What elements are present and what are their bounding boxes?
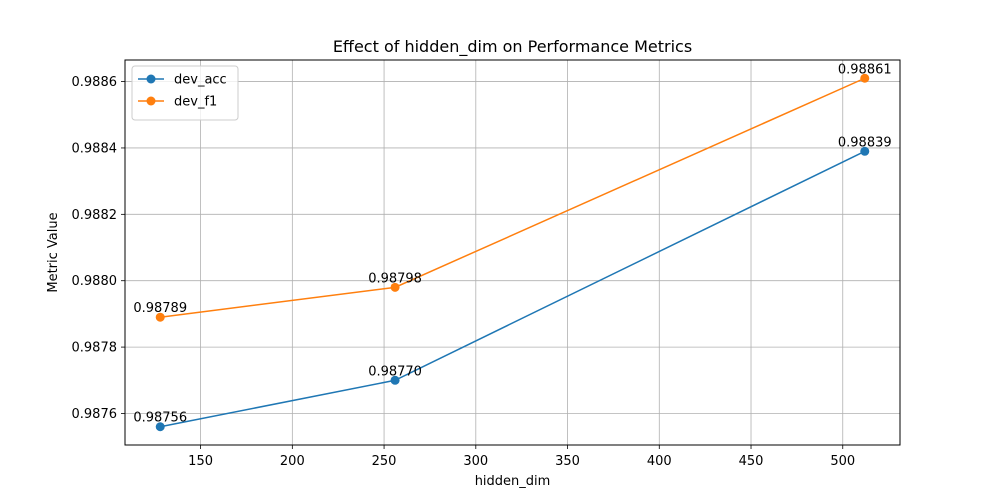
data-label-dev_acc: 0.98756 (133, 411, 187, 426)
data-point-dev_f1 (155, 312, 165, 322)
x-tick-label: 250 (372, 454, 397, 469)
y-tick-label: 0.9880 (72, 274, 118, 289)
y-tick-label: 0.9884 (72, 141, 118, 156)
data-label-dev_f1: 0.98861 (838, 62, 892, 77)
x-tick-label: 400 (647, 454, 672, 469)
x-tick-label: 350 (555, 454, 580, 469)
x-tick-label: 450 (739, 454, 764, 469)
data-label-dev_f1: 0.98798 (368, 271, 422, 286)
legend-marker-dev_f1 (146, 96, 156, 106)
axis-ticks: 150 200 250 300 350 400 450 500 0.9876 0.9878 0.98… (72, 75, 856, 469)
chart-title: Effect of hidden_dim on Performance Metr… (333, 37, 692, 57)
x-axis-label: hidden_dim (475, 474, 551, 489)
x-tick-label: 500 (830, 454, 855, 469)
plot-frame (124, 59, 901, 446)
series-layer (155, 73, 870, 432)
legend-label-dev_acc: dev_acc (174, 73, 227, 88)
x-tick-label: 300 (463, 454, 488, 469)
y-tick-label: 0.9876 (72, 407, 118, 422)
y-axis-label: Metric Value (46, 212, 61, 292)
data-point-dev_acc (860, 146, 870, 156)
legend-label-dev_f1: dev_f1 (174, 95, 217, 110)
data-point-dev_f1 (390, 282, 400, 292)
x-tick-label: 200 (280, 454, 305, 469)
data-labels: 0.98756 0.98770 0.98839 0.98789 0.98798 0.988… (133, 62, 891, 425)
y-tick-label: 0.9878 (72, 341, 118, 356)
grid (125, 60, 900, 445)
data-label-dev_f1: 0.98789 (133, 301, 187, 316)
legend: dev_acc dev_f1 (131, 65, 239, 121)
y-tick-label: 0.9882 (72, 208, 118, 223)
y-tick-label: 0.9886 (72, 75, 118, 90)
data-point-dev_f1 (860, 73, 870, 83)
x-tick-label: 150 (188, 454, 213, 469)
data-point-dev_acc (390, 375, 400, 385)
legend-marker-dev_acc (146, 74, 156, 84)
data-label-dev_acc: 0.98770 (368, 364, 422, 379)
data-label-dev_acc: 0.98839 (838, 135, 892, 150)
data-point-dev_acc (155, 422, 165, 432)
